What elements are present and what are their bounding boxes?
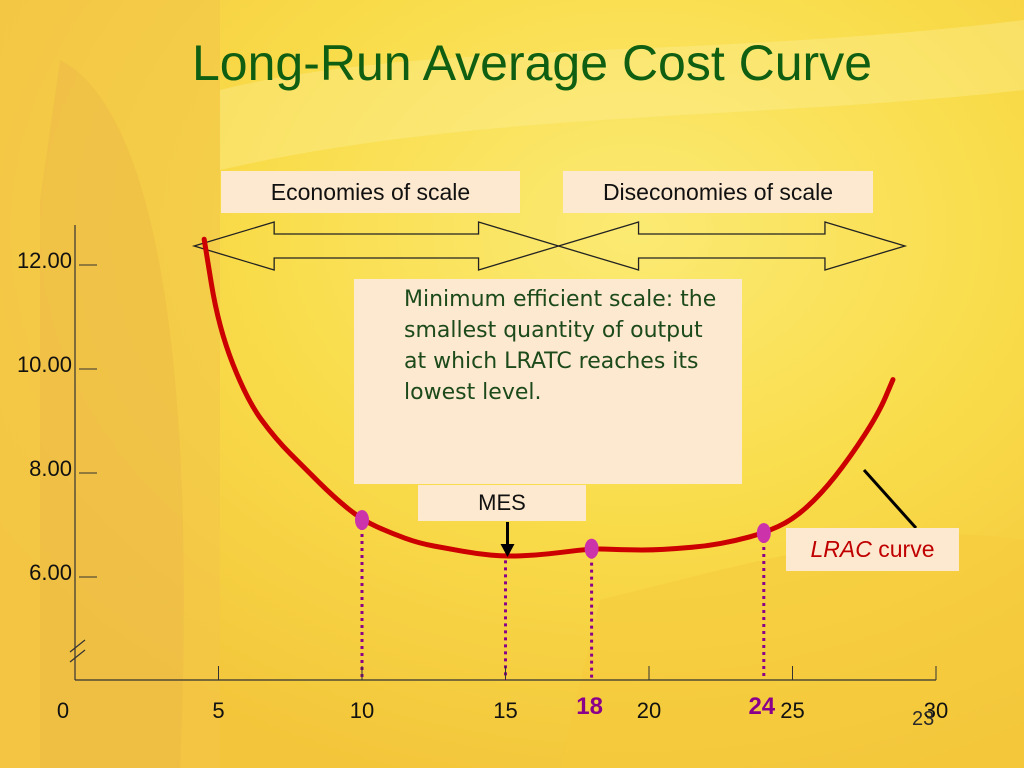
x-tick-label: 10	[350, 698, 374, 723]
diseconomies-arrow	[556, 221, 908, 271]
x-tick-label: 30	[924, 698, 948, 723]
curve-markers	[355, 510, 771, 559]
diseconomies-of-scale-label: Diseconomies of scale	[563, 171, 873, 213]
axis-ticks	[79, 264, 937, 680]
axis-break-mark	[69, 649, 86, 663]
lrac-curve-line	[201, 236, 896, 559]
mes-definition-text: Minimum efficient scale: the smallest qu…	[404, 287, 717, 405]
dotted-guide-lines	[360, 520, 766, 680]
lrac-label-italic: LRAC	[810, 536, 872, 562]
mes-definition-box: Minimum efficient scale: the smallest qu…	[354, 279, 742, 484]
x-tick-label: 0	[57, 698, 69, 723]
economies-of-scale-label: Economies of scale	[221, 171, 520, 213]
x-tick-label: 5	[212, 698, 224, 723]
y-tick-label: 8.00	[29, 456, 72, 481]
x-tick-label: 25	[780, 698, 804, 723]
callout-lines	[500, 468, 918, 557]
highlighted-x-label: 24	[748, 693, 775, 720]
lrac-callout-line	[862, 468, 918, 530]
mes-arrow-head	[500, 544, 515, 557]
curve-marker	[355, 510, 369, 530]
lrac-label-rest: curve	[871, 536, 935, 562]
slide-number: 23	[912, 708, 935, 730]
scale-arrows	[191, 221, 908, 271]
mes-label: MES	[418, 485, 586, 521]
slide-title: Long-Run Average Cost Curve	[191, 35, 873, 91]
y-tick-label: 12.00	[17, 248, 72, 273]
y-tick-label: 6.00	[29, 560, 72, 585]
curve-marker	[756, 523, 771, 543]
x-tick-label: 20	[637, 698, 661, 723]
x-tick-label: 15	[493, 698, 517, 723]
lrac-curve-label: LRAC curve	[786, 528, 959, 571]
axis-tick-labels: 0 5 10 15 20 25 30 6.00 8.00 10.00 12.00 18 24	[17, 248, 948, 723]
highlighted-x-label: 18	[576, 693, 603, 720]
axis-break-mark	[69, 639, 86, 653]
economies-arrow	[191, 221, 561, 271]
y-tick-label: 10.00	[17, 352, 72, 377]
curve-marker	[584, 538, 599, 559]
